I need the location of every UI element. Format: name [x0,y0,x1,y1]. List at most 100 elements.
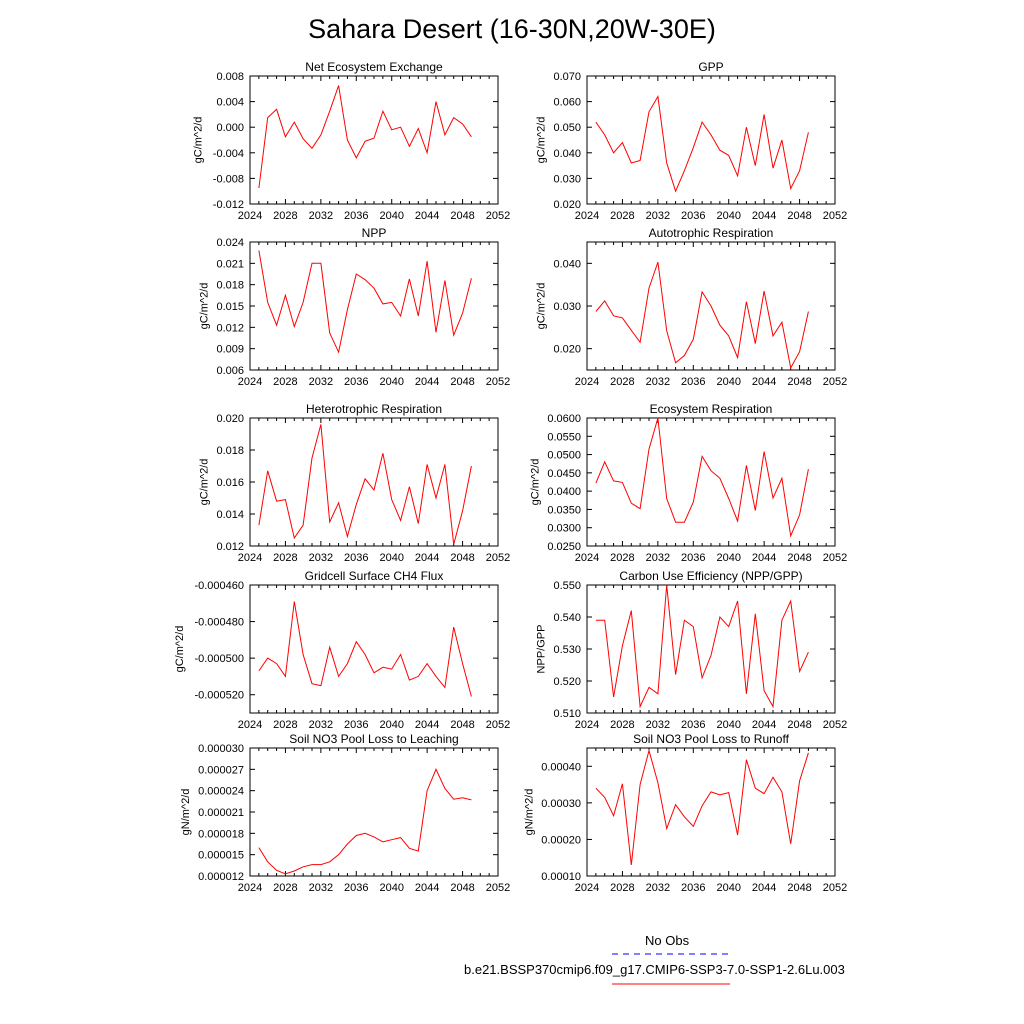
x-tick-label: 2024 [238,882,262,894]
x-tick-label: 2032 [309,719,333,731]
page-title: Sahara Desert (16-30N,20W-30E) [308,14,716,44]
y-tick-label: 0.030 [553,301,581,313]
y-tick-label: 0.016 [216,477,244,489]
y-tick-label: 0.020 [553,344,581,356]
x-tick-label: 2048 [450,882,474,894]
y-tick-label: 0.000012 [198,871,244,883]
chart-panel-9: Soil NO3 Pool Loss to Runoff 2024 2028 2032… [523,732,847,894]
chart-panel-1: GPP 2024 2028 2032 2036 2040 2044 2048 2052 0.020… [536,60,848,222]
y-tick-label: -0.012 [213,199,244,211]
x-tick-label: 2028 [273,882,297,894]
y-tick-label: 0.510 [553,708,581,720]
y-axis-label: gN/m^2/d [523,789,535,836]
x-tick-label: 2024 [575,719,599,731]
y-tick-label: 0.00010 [541,871,581,883]
y-tick-label: 0.0550 [547,431,581,443]
y-tick-label: 0.000030 [198,743,244,755]
x-tick-label: 2036 [344,719,368,731]
y-tick-label: 0.00030 [541,798,581,810]
x-tick-label: 2036 [681,882,705,894]
x-tick-label: 2040 [716,719,740,731]
y-tick-label: 0.000021 [198,807,244,819]
x-tick-label: 2036 [344,210,368,222]
x-tick-label: 2024 [238,719,262,731]
y-tick-label: 0.0350 [547,504,581,516]
y-tick-label: 0.018 [216,280,244,292]
chart-panel-7: Carbon Use Efficiency (NPP/GPP) 2024 2028 2… [536,569,848,731]
x-tick-label: 2036 [344,882,368,894]
chart-title: Ecosystem Respiration [650,402,773,416]
y-axis-label: gC/m^2/d [199,283,211,330]
x-tick-label: 2044 [415,719,439,731]
y-tick-label: 0.0300 [547,523,581,535]
x-tick-label: 2028 [610,210,634,222]
x-tick-label: 2044 [752,552,776,564]
y-tick-label: 0.021 [216,258,244,270]
y-tick-label: 0.0400 [547,486,581,498]
x-tick-label: 2052 [823,882,847,894]
y-tick-label: 0.000024 [198,786,244,798]
x-tick-label: 2052 [486,552,510,564]
x-tick-label: 2024 [575,552,599,564]
y-tick-label: 0.015 [216,301,244,313]
y-tick-label: 0.000018 [198,828,244,840]
x-tick-label: 2052 [823,376,847,388]
y-tick-label: -0.008 [213,173,244,185]
x-tick-label: 2028 [273,719,297,731]
series-line [595,261,809,370]
y-tick-label: 0.004 [216,97,244,109]
x-tick-label: 2040 [379,882,403,894]
y-tick-label: 0.050 [553,122,581,134]
y-tick-label: 0.0600 [547,413,581,425]
y-tick-label: 0.020 [216,413,244,425]
x-tick-label: 2048 [787,882,811,894]
series-line [258,768,472,875]
y-axis-label: gN/m^2/d [180,789,192,836]
x-tick-label: 2032 [646,882,670,894]
x-tick-label: 2032 [309,882,333,894]
plot-frame [249,75,499,205]
x-tick-label: 2048 [450,719,474,731]
y-tick-label: 0.012 [216,322,244,334]
x-tick-label: 2032 [646,719,670,731]
y-tick-label: 0.00020 [541,834,581,846]
chart-title: Carbon Use Efficiency (NPP/GPP) [619,569,802,583]
x-tick-label: 2052 [823,719,847,731]
x-tick-label: 2040 [379,719,403,731]
chart-title: NPP [362,226,387,240]
chart-panel-5: Ecosystem Respiration 2024 2028 2032 2036 204… [529,402,847,564]
x-tick-label: 2048 [450,552,474,564]
x-tick-label: 2024 [575,210,599,222]
x-tick-label: 2040 [379,210,403,222]
plot-frame [586,584,836,714]
x-tick-label: 2028 [610,376,634,388]
x-tick-label: 2036 [681,719,705,731]
x-tick-label: 2044 [752,210,776,222]
y-tick-label: 0.070 [553,71,581,83]
y-tick-label: 0.550 [553,580,581,592]
x-tick-label: 2032 [309,210,333,222]
y-axis-label: gC/m^2/d [192,117,204,164]
x-tick-label: 2024 [575,376,599,388]
x-tick-label: 2024 [238,210,262,222]
y-tick-label: 0.540 [553,612,581,624]
x-tick-label: 2036 [344,552,368,564]
x-tick-label: 2032 [646,552,670,564]
plot-frame [586,747,836,877]
y-tick-label: 0.006 [216,365,244,377]
x-tick-label: 2052 [486,376,510,388]
y-tick-label: -0.000500 [194,653,244,665]
plot-frame [586,75,836,205]
x-tick-label: 2052 [486,210,510,222]
x-tick-label: 2028 [610,719,634,731]
x-tick-label: 2028 [610,882,634,894]
series-line [595,584,809,709]
x-tick-label: 2044 [752,882,776,894]
chart-title: GPP [698,60,723,74]
x-tick-label: 2044 [415,552,439,564]
y-tick-label: -0.000460 [194,580,244,592]
y-tick-label: 0.040 [553,148,581,160]
x-tick-label: 2040 [716,552,740,564]
plot-frame [249,417,499,547]
